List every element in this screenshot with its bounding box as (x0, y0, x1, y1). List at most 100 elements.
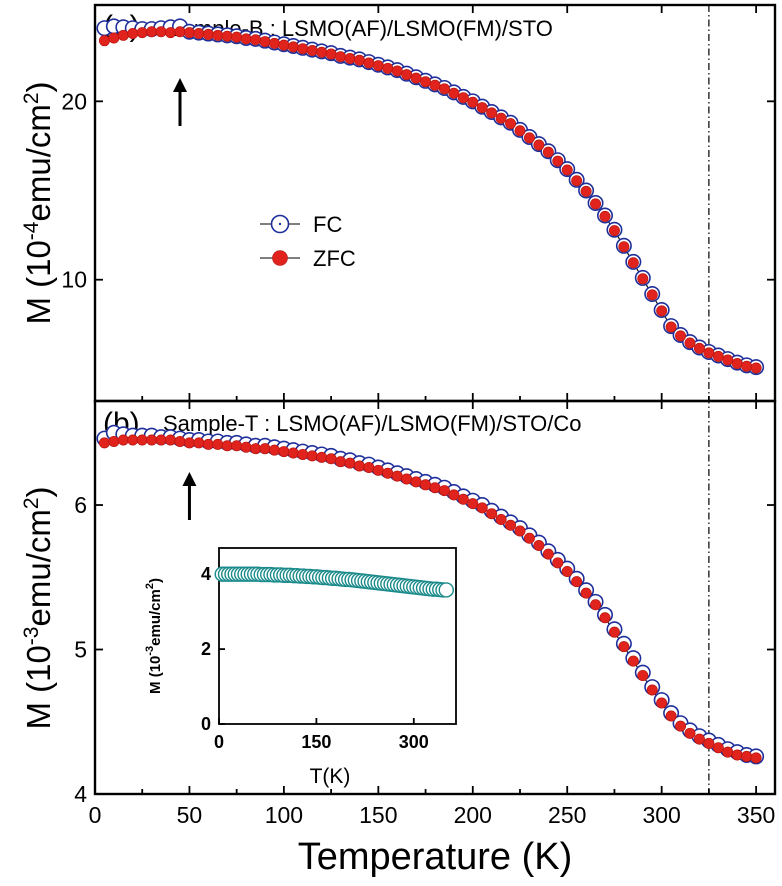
zfc-point (438, 83, 450, 95)
inset-plot: 0 150 300 0 2 4 M (10-3emu/cm2) T(K) (144, 547, 457, 788)
legend-fc-label: FC (313, 212, 342, 237)
x-axis-label: Temperature (K) (298, 836, 573, 878)
zfc-point (268, 444, 280, 456)
inset-y-tick-label: 0 (201, 714, 211, 734)
zfc-point (136, 434, 148, 446)
zfc-point (183, 437, 195, 449)
zfc-point (146, 434, 158, 446)
zfc-point (221, 440, 233, 452)
panel-b-ylabel: M (10-3emu/cm2) (20, 486, 57, 729)
zfc-point (297, 43, 309, 55)
inset-x-tick-label: 0 (214, 732, 224, 752)
zfc-point (533, 139, 545, 151)
zfc-point (505, 519, 517, 531)
zfc-point (457, 493, 469, 505)
zfc-point (486, 107, 498, 119)
zfc-point (420, 76, 432, 88)
zfc-point (712, 742, 724, 754)
zfc-point (174, 26, 186, 38)
zfc-point (750, 362, 762, 374)
zfc-point (495, 513, 507, 525)
zfc-point (448, 489, 460, 501)
zfc-point (155, 434, 167, 446)
zfc-point (155, 26, 167, 38)
zfc-point (278, 39, 290, 51)
zfc-point (438, 485, 450, 497)
zfc-point (231, 31, 243, 43)
zfc-point (703, 737, 715, 749)
zfc-point (486, 508, 498, 520)
zfc-point (391, 470, 403, 482)
zfc-point (117, 29, 129, 41)
zfc-point (268, 37, 280, 49)
zfc-point (476, 102, 488, 114)
zfc-point (325, 453, 337, 465)
zfc-point (240, 33, 252, 45)
y-tick-label: 10 (61, 267, 87, 293)
zfc-point (306, 450, 318, 462)
y-tick-label: 4 (74, 781, 87, 807)
inset-y-tick-label: 4 (201, 564, 211, 584)
zfc-point (297, 448, 309, 460)
zfc-point (750, 752, 762, 764)
zfc-point (287, 41, 299, 53)
panel-b-title: Sample-T : LSMO(AF)/LSMO(FM)/STO/Co (163, 411, 581, 436)
zfc-point (646, 684, 658, 696)
zfc-point (316, 46, 328, 58)
inset-y-tick-label: 2 (201, 639, 211, 659)
inset-ylabel: M (10-3emu/cm2) (144, 578, 164, 694)
x-axis-ticks: 0 50 100 150 200 250 300 350 (89, 5, 775, 828)
zfc-point (212, 29, 224, 41)
zfc-point (429, 482, 441, 494)
zfc-point (401, 69, 413, 81)
zfc-point (193, 28, 205, 40)
zfc-point (618, 241, 630, 253)
zfc-point (457, 92, 469, 104)
zfc-point (542, 548, 554, 560)
zfc-point (476, 502, 488, 514)
zfc-point (552, 155, 564, 167)
zfc-point (514, 125, 526, 137)
zfc-point (401, 473, 413, 485)
zfc-point (250, 34, 262, 46)
inset-ticks: 0 150 300 0 2 4 (201, 564, 429, 752)
zfc-point (712, 350, 724, 362)
zfc-point (533, 539, 545, 551)
panel-a-frame (93, 3, 777, 403)
zfc-point (523, 132, 535, 144)
zfc-point (656, 697, 668, 709)
x-tick-label: 300 (642, 802, 680, 828)
zfc-point (183, 27, 195, 39)
zfc-point (146, 26, 158, 38)
inset-xlabel: T(K) (310, 765, 351, 788)
x-tick-label: 150 (359, 802, 397, 828)
zfc-point (127, 28, 139, 40)
zfc-point (287, 447, 299, 459)
zfc-point (514, 525, 526, 537)
zfc-point (259, 443, 271, 455)
zfc-point (741, 750, 753, 762)
zfc-point (675, 720, 687, 732)
zfc-point (202, 28, 214, 40)
zfc-point (675, 330, 687, 342)
panel-a-y-ticks: 10 20 (61, 88, 775, 293)
y-tick-label: 20 (61, 88, 87, 114)
zfc-point (136, 27, 148, 39)
zfc-point (703, 347, 715, 359)
zfc-point (108, 32, 120, 44)
zfc-point (580, 185, 592, 197)
zfc-point (665, 321, 677, 333)
zfc-point (363, 461, 375, 473)
zfc-point (561, 565, 573, 577)
x-tick-label: 200 (454, 802, 492, 828)
zfc-point (202, 438, 214, 450)
inset-point (438, 582, 454, 598)
zfc-point (656, 305, 668, 317)
zfc-point (420, 479, 432, 491)
x-tick-label: 350 (737, 802, 775, 828)
zfc-point (353, 460, 365, 472)
zfc-point (693, 733, 705, 745)
zfc-point (684, 727, 696, 739)
inset-x-tick-label: 150 (301, 732, 331, 752)
zfc-point (627, 257, 639, 269)
